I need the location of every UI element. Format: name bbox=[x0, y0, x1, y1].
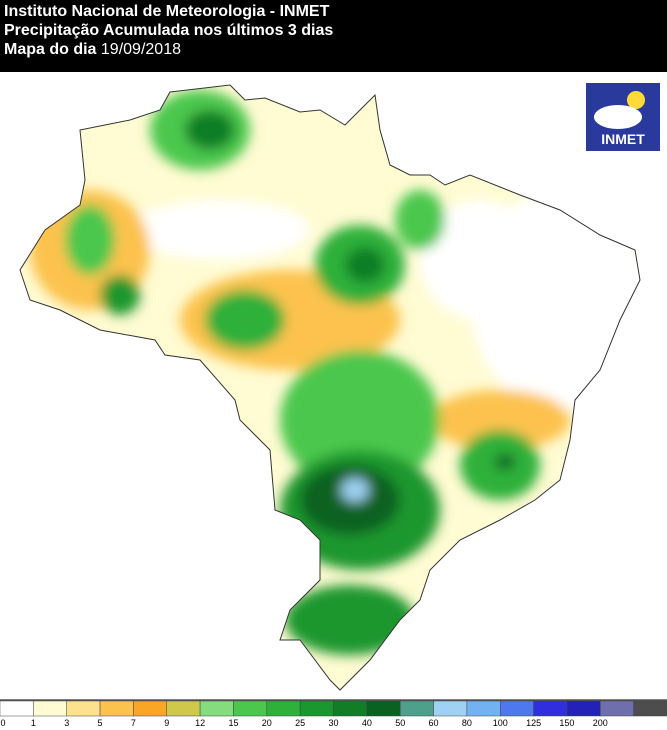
legend-swatch bbox=[399, 700, 434, 717]
legend-label: 125 bbox=[526, 718, 541, 728]
legend-swatch bbox=[233, 700, 268, 717]
date-label: Mapa do dia bbox=[4, 41, 97, 58]
legend-swatch bbox=[0, 700, 34, 717]
logo: INMET bbox=[586, 83, 660, 151]
legend-swatch bbox=[600, 700, 634, 717]
legend-label: 20 bbox=[262, 718, 272, 728]
legend-label: 80 bbox=[462, 718, 472, 728]
subtitle: Precipitação Acumulada nos últimos 3 dia… bbox=[4, 22, 334, 39]
legend-swatch bbox=[433, 700, 468, 717]
legend-label: 50 bbox=[395, 718, 405, 728]
legend-label: 25 bbox=[295, 718, 305, 728]
legend-swatch bbox=[533, 700, 568, 717]
legend-label: 3 bbox=[64, 718, 69, 728]
date-line: Mapa do dia 19/09/2018 bbox=[4, 40, 663, 59]
header: Instituto Nacional de Meteorologia - INM… bbox=[0, 0, 667, 72]
legend: 0 1 3 5 7 9 12 15 20 25 30 40 50 60 80 100 125 150 200 bbox=[0, 700, 667, 728]
legend-swatch bbox=[33, 700, 67, 717]
date: 19/09/2018 bbox=[100, 41, 181, 58]
legend-label: 0 bbox=[0, 718, 5, 728]
legend-swatch bbox=[566, 700, 601, 717]
legend-swatch bbox=[166, 700, 201, 717]
title: Instituto Nacional de Meteorologia - INM… bbox=[4, 3, 330, 20]
legend-swatch bbox=[333, 700, 368, 717]
legend-label: 1 bbox=[31, 718, 36, 728]
legend-swatch bbox=[66, 700, 101, 717]
legend-swatch bbox=[266, 700, 301, 717]
legend-swatch bbox=[99, 700, 134, 717]
legend-label: 150 bbox=[559, 718, 574, 728]
legend-swatch bbox=[466, 700, 501, 717]
legend-swatch bbox=[500, 700, 534, 717]
legend-label: 12 bbox=[195, 718, 205, 728]
legend-label: 9 bbox=[164, 718, 169, 728]
legend-label: 7 bbox=[131, 718, 136, 728]
legend-label: 15 bbox=[228, 718, 238, 728]
legend-label: 5 bbox=[98, 718, 103, 728]
logo-text: INMET bbox=[601, 131, 645, 147]
legend-swatch bbox=[199, 700, 234, 717]
legend-swatch bbox=[366, 700, 401, 717]
legend-swatch bbox=[133, 700, 167, 717]
legend-label: 100 bbox=[493, 718, 508, 728]
legend-label: 30 bbox=[328, 718, 338, 728]
legend-label: 40 bbox=[362, 718, 372, 728]
legend-label: 60 bbox=[429, 718, 439, 728]
legend-label: 200 bbox=[593, 718, 608, 728]
legend-swatch bbox=[633, 700, 667, 717]
legend-swatch bbox=[299, 700, 334, 717]
